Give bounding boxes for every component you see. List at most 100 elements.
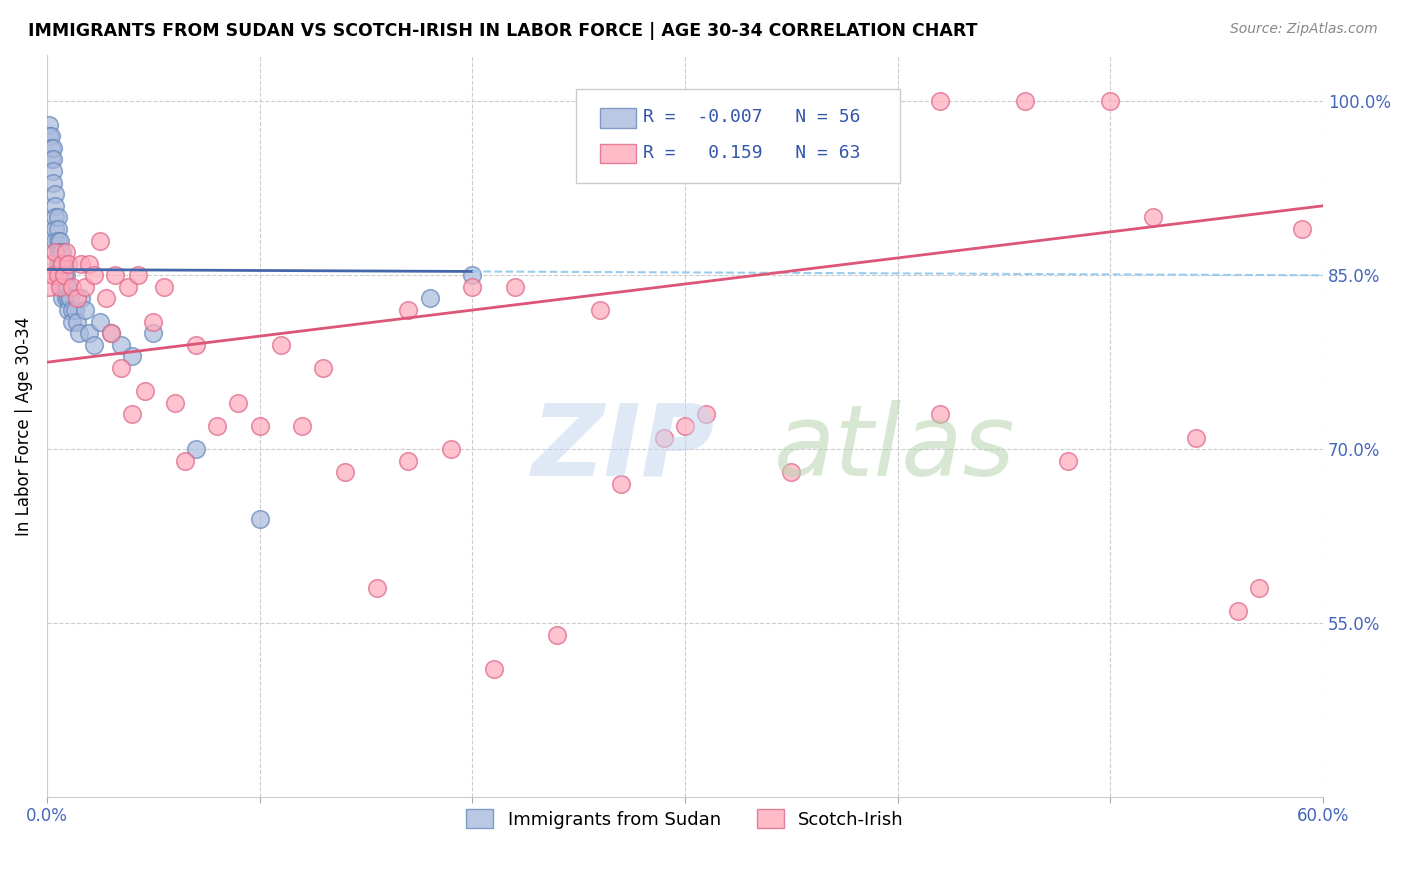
- Point: [44, 211, 66, 225]
- Point: [461, 268, 484, 283]
- Point: [55, 280, 77, 294]
- Point: [134, 384, 156, 399]
- Point: [673, 419, 696, 434]
- Point: [48, 280, 70, 294]
- Text: R =   0.159   N = 63: R = 0.159 N = 63: [643, 144, 860, 161]
- Point: [1142, 211, 1164, 225]
- Point: [270, 338, 292, 352]
- Point: [38, 129, 60, 144]
- Point: [1249, 581, 1271, 595]
- Point: [42, 164, 65, 178]
- Point: [1184, 431, 1206, 445]
- Point: [48, 245, 70, 260]
- Point: [184, 338, 207, 352]
- Point: [66, 292, 89, 306]
- Point: [589, 303, 612, 318]
- Point: [673, 95, 696, 109]
- Point: [46, 257, 69, 271]
- Point: [44, 234, 66, 248]
- Point: [75, 280, 97, 294]
- Point: [46, 234, 69, 248]
- Point: [398, 303, 420, 318]
- Point: [66, 315, 89, 329]
- Point: [153, 280, 176, 294]
- Point: [56, 292, 79, 306]
- Point: [39, 129, 62, 144]
- Point: [79, 326, 101, 341]
- Point: [1014, 95, 1036, 109]
- Point: [44, 222, 66, 236]
- Point: [44, 187, 66, 202]
- Point: [38, 118, 60, 132]
- Point: [929, 408, 952, 422]
- Point: [39, 141, 62, 155]
- Point: [67, 326, 90, 341]
- Point: [121, 408, 143, 422]
- Point: [42, 153, 65, 167]
- Point: [44, 199, 66, 213]
- Point: [51, 280, 73, 294]
- Point: [46, 222, 69, 236]
- Point: [48, 268, 70, 283]
- Point: [184, 442, 207, 457]
- Point: [42, 268, 65, 283]
- Point: [1291, 222, 1313, 236]
- Point: [39, 153, 62, 167]
- Point: [51, 257, 73, 271]
- Point: [62, 280, 84, 294]
- Point: [127, 268, 149, 283]
- Point: [56, 280, 79, 294]
- Point: [56, 257, 79, 271]
- Point: [51, 257, 73, 271]
- Point: [63, 303, 86, 318]
- Point: [104, 268, 127, 283]
- Point: [1057, 454, 1080, 468]
- Point: [62, 303, 84, 318]
- Point: [55, 245, 77, 260]
- Point: [51, 292, 73, 306]
- Point: [52, 257, 75, 271]
- Point: [83, 338, 105, 352]
- Point: [110, 338, 132, 352]
- Point: [142, 315, 165, 329]
- Point: [44, 245, 66, 260]
- Point: [249, 511, 271, 525]
- Point: [83, 268, 105, 283]
- Point: [461, 280, 484, 294]
- Point: [46, 211, 69, 225]
- Point: [39, 257, 62, 271]
- Point: [844, 95, 866, 109]
- Point: [55, 292, 77, 306]
- Point: [174, 454, 197, 468]
- Point: [100, 326, 122, 341]
- Point: [312, 361, 335, 376]
- Point: [163, 396, 186, 410]
- Point: [89, 234, 111, 248]
- Point: [228, 396, 250, 410]
- Point: [52, 268, 75, 283]
- Point: [70, 257, 93, 271]
- Point: [142, 326, 165, 341]
- Point: [546, 627, 568, 641]
- Point: [46, 245, 69, 260]
- Point: [419, 292, 441, 306]
- Point: [70, 292, 93, 306]
- Point: [1227, 604, 1250, 618]
- Point: [79, 257, 101, 271]
- Point: [89, 315, 111, 329]
- Point: [59, 292, 82, 306]
- Point: [398, 454, 420, 468]
- Point: [333, 466, 356, 480]
- Text: IMMIGRANTS FROM SUDAN VS SCOTCH-IRISH IN LABOR FORCE | AGE 30-34 CORRELATION CHA: IMMIGRANTS FROM SUDAN VS SCOTCH-IRISH IN…: [28, 22, 977, 40]
- Point: [96, 292, 118, 306]
- Point: [249, 419, 271, 434]
- Point: [56, 303, 79, 318]
- Point: [482, 662, 505, 676]
- Point: [695, 408, 717, 422]
- Point: [110, 361, 132, 376]
- Point: [42, 141, 65, 155]
- Point: [117, 280, 139, 294]
- Point: [652, 431, 675, 445]
- Point: [929, 95, 952, 109]
- Y-axis label: In Labor Force | Age 30-34: In Labor Force | Age 30-34: [15, 317, 32, 535]
